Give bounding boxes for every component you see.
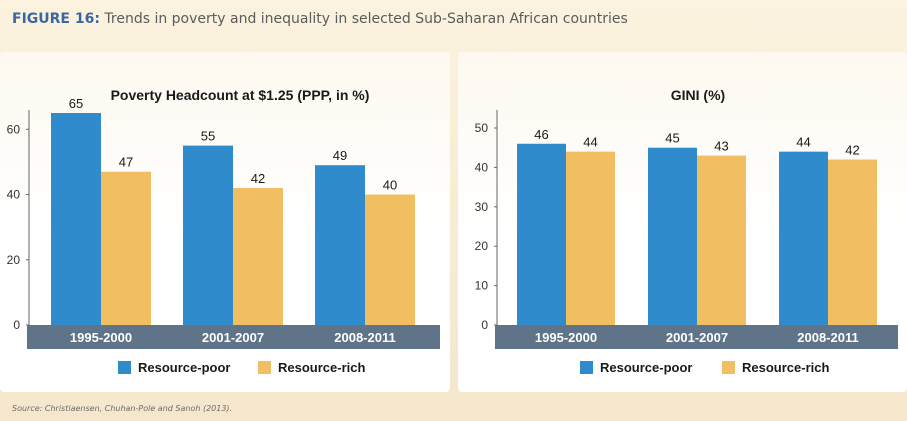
gini-chart-panel: GINI (%) 0 10 20 30 40 50 46 44 45 43 44 42 1995-2000… bbox=[458, 52, 907, 392]
data-label: 42 bbox=[845, 143, 859, 158]
legend-swatch bbox=[118, 361, 131, 374]
bar-resource-poor-0 bbox=[517, 143, 566, 325]
data-label: 55 bbox=[201, 129, 215, 144]
data-label: 44 bbox=[583, 135, 597, 150]
y-tick-label: 20 bbox=[475, 239, 489, 253]
bar-resource-poor-2 bbox=[779, 151, 828, 325]
data-label: 44 bbox=[796, 135, 810, 150]
category-label: 1995-2000 bbox=[70, 330, 132, 345]
y-tick-label: 10 bbox=[475, 279, 489, 293]
legend-label: Resource-rich bbox=[278, 360, 365, 375]
category-label: 2001-2007 bbox=[202, 330, 264, 345]
data-label: 43 bbox=[714, 139, 728, 154]
bar-resource-rich-0 bbox=[101, 171, 151, 325]
y-tick-label: 50 bbox=[475, 121, 489, 135]
bar-resource-rich-0 bbox=[566, 151, 615, 325]
bar-resource-rich-1 bbox=[233, 188, 283, 325]
legend-swatch bbox=[580, 361, 593, 374]
bar-resource-rich-2 bbox=[828, 159, 877, 325]
bar-resource-rich-1 bbox=[697, 155, 746, 325]
poverty-chart: Poverty Headcount at $1.25 (PPP, in %) 0 2… bbox=[7, 87, 440, 375]
data-label: 47 bbox=[119, 155, 133, 170]
y-tick-label: 20 bbox=[7, 253, 21, 267]
chart-title: Poverty Headcount at $1.25 (PPP, in %) bbox=[111, 87, 370, 103]
data-label: 42 bbox=[251, 171, 265, 186]
category-band bbox=[27, 325, 440, 349]
bar-resource-poor-1 bbox=[648, 147, 697, 325]
bar-resource-poor-1 bbox=[183, 145, 233, 325]
data-label: 45 bbox=[665, 131, 679, 146]
legend-label: Resource-rich bbox=[742, 360, 829, 375]
y-tick-label: 60 bbox=[7, 122, 21, 136]
bar-resource-poor-2 bbox=[315, 165, 365, 325]
legend-label: Resource-poor bbox=[138, 360, 230, 375]
bar-resource-rich-2 bbox=[365, 194, 415, 325]
y-tick-label: 30 bbox=[475, 200, 489, 214]
figure-label: FIGURE 16: bbox=[12, 11, 100, 27]
bar-resource-poor-0 bbox=[51, 113, 101, 325]
category-label: 2008-2011 bbox=[334, 330, 395, 345]
y-tick-label: 40 bbox=[7, 188, 21, 202]
category-band bbox=[495, 325, 898, 349]
legend-swatch bbox=[258, 361, 271, 374]
data-label: 49 bbox=[333, 148, 347, 163]
figure-title: FIGURE 16: Trends in poverty and inequal… bbox=[12, 11, 628, 27]
y-tick-label: 40 bbox=[475, 160, 489, 174]
data-label: 65 bbox=[69, 96, 83, 111]
legend-swatch bbox=[722, 361, 735, 374]
category-label: 2001-2007 bbox=[666, 330, 728, 345]
category-label: 1995-2000 bbox=[535, 330, 597, 345]
y-tick-label: 0 bbox=[13, 318, 20, 332]
legend-label: Resource-poor bbox=[600, 360, 692, 375]
data-label: 46 bbox=[534, 127, 548, 142]
poverty-chart-panel: Poverty Headcount at $1.25 (PPP, in %) 0 2… bbox=[0, 52, 450, 392]
data-label: 40 bbox=[383, 178, 397, 193]
category-label: 2008-2011 bbox=[797, 330, 858, 345]
figure-title-text: Trends in poverty and inequality in sele… bbox=[104, 11, 628, 27]
chart-title: GINI (%) bbox=[671, 87, 725, 103]
y-tick-label: 0 bbox=[481, 318, 488, 332]
source-note: Source: Christiaensen, Chuhan-Pole and S… bbox=[12, 404, 233, 413]
gini-chart: GINI (%) 0 10 20 30 40 50 46 44 45 43 44 42 1995-2000… bbox=[475, 87, 898, 375]
